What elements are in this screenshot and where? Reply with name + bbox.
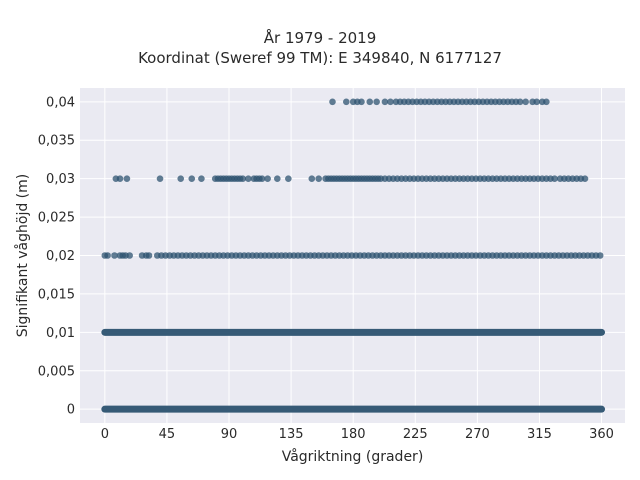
data-point <box>551 175 558 182</box>
data-point <box>116 175 124 182</box>
data-points <box>101 98 606 413</box>
data-point <box>177 175 185 182</box>
data-point <box>387 98 394 106</box>
data-point <box>581 175 589 182</box>
data-point <box>126 252 133 259</box>
data-point <box>358 98 365 106</box>
y-tick-label: 0,02 <box>46 249 75 264</box>
data-point <box>315 175 322 182</box>
chart-title-line-1: År 1979 - 2019 <box>263 29 377 47</box>
data-point <box>104 252 111 259</box>
x-tick-label: 135 <box>279 427 304 442</box>
data-point <box>329 98 336 106</box>
data-point <box>373 98 380 106</box>
data-point <box>111 252 118 259</box>
y-tick-label: 0,04 <box>46 95 75 110</box>
data-point <box>308 175 316 182</box>
y-tick-label: 0,005 <box>38 364 75 379</box>
y-tick-label: 0,03 <box>46 172 75 187</box>
data-point <box>258 175 266 182</box>
data-point <box>123 175 131 182</box>
x-tick-label: 45 <box>159 427 176 442</box>
x-axis-label: Vågriktning (grader) <box>282 448 424 465</box>
data-point <box>543 98 550 106</box>
x-tick-label: 315 <box>527 427 552 442</box>
x-tick-label: 360 <box>589 427 614 442</box>
data-point <box>366 98 374 106</box>
x-tick-label: 225 <box>403 427 428 442</box>
data-point <box>381 98 389 106</box>
data-point <box>188 175 196 182</box>
x-tick-label: 90 <box>221 427 238 442</box>
y-tick-label: 0,035 <box>38 134 75 149</box>
x-tick-label: 180 <box>341 427 366 442</box>
x-tick-label: 270 <box>465 427 490 442</box>
data-point <box>245 175 252 182</box>
y-tick-label: 0,015 <box>38 287 75 302</box>
x-axis-ticks: 0 45 90 135 180 225 270 315 360 <box>101 427 614 442</box>
data-point <box>198 175 205 182</box>
data-point <box>285 175 292 182</box>
data-point <box>239 175 247 182</box>
y-tick-label: 0,025 <box>38 211 75 226</box>
data-point <box>145 252 153 259</box>
chart-title-line-2: Koordinat (Sweref 99 TM): E 349840, N 61… <box>138 49 502 67</box>
data-point <box>596 252 604 259</box>
y-tick-label: 0 <box>67 403 75 418</box>
chart-title: År 1979 - 2019 Koordinat (Sweref 99 TM):… <box>0 28 640 68</box>
data-point <box>156 175 164 182</box>
y-tick-label: 0,01 <box>46 326 75 341</box>
y-axis-ticks: 0 0,005 0,01 0,015 0,02 0,025 0,03 0,035 0,04 <box>38 95 75 417</box>
data-point <box>533 98 540 106</box>
data-point <box>264 175 271 182</box>
y-axis-label: Signifikant våghöjd (m) <box>14 174 31 337</box>
data-point <box>522 98 529 106</box>
data-point <box>274 175 281 182</box>
data-point <box>516 98 524 106</box>
data-point <box>342 98 350 106</box>
x-tick-label: 0 <box>101 427 109 442</box>
